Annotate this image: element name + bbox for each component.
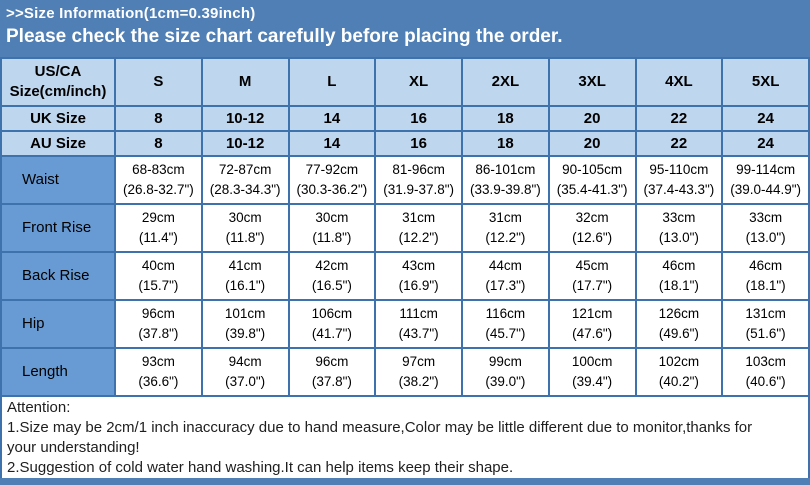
uk-size-label: UK Size — [0, 104, 116, 132]
measurement-cell: 30cm (11.8") — [287, 202, 377, 253]
measurement-cell: 111cm (43.7") — [374, 298, 463, 349]
measurement-cell: 121cm (47.6") — [547, 298, 637, 349]
bottom-bar — [0, 477, 810, 485]
size-chart-table: US/CA Size(cm/inch) S M L XL 2XL 3XL 4XL… — [0, 56, 810, 397]
measurement-cell: 46cm (18.1") — [634, 250, 724, 301]
size-col-header-5xl: 5XL — [721, 56, 810, 107]
measurement-row-length: Length 93cm (36.6") 94cm (37.0") 96cm (3… — [0, 346, 810, 397]
au-size-cell: 16 — [374, 129, 463, 157]
measurement-label: Front Rise — [0, 202, 116, 253]
au-size-cell: 24 — [721, 129, 810, 157]
size-col-header-2xl: 2XL — [461, 56, 550, 107]
size-col-header-3xl: 3XL — [547, 56, 637, 107]
au-size-label: AU Size — [0, 129, 116, 157]
measurement-cell: 99-114cm (39.0-44.9") — [721, 154, 810, 205]
au-size-row: AU Size 8 10-12 14 16 18 20 22 24 — [0, 129, 810, 157]
size-header-row: US/CA Size(cm/inch) S M L XL 2XL 3XL 4XL… — [0, 56, 810, 107]
measurement-cell: 101cm (39.8") — [200, 298, 290, 349]
measurement-label: Hip — [0, 298, 116, 349]
attention-note-2: 2.Suggestion of cold water hand washing.… — [7, 458, 514, 476]
measurement-cell: 81-96cm (31.9-37.8") — [374, 154, 463, 205]
measurement-cell: 103cm (40.6") — [721, 346, 810, 397]
measurement-row-hip: Hip 96cm (37.8") 101cm (39.8") 106cm (41… — [0, 298, 810, 349]
measurement-cell: 44cm (17.3") — [461, 250, 550, 301]
size-col-header-xl: XL — [374, 56, 463, 107]
measurement-cell: 96cm (37.8") — [287, 346, 377, 397]
uk-size-cell: 16 — [374, 104, 463, 132]
size-col-header-4xl: 4XL — [634, 56, 724, 107]
banner: >>Size Information(1cm=0.39inch) Please … — [0, 0, 810, 57]
measurement-cell: 72-87cm (28.3-34.3") — [200, 154, 290, 205]
measurement-label: Waist — [0, 154, 116, 205]
measurement-cell: 31cm (12.2") — [374, 202, 463, 253]
measurement-cell: 94cm (37.0") — [200, 346, 290, 397]
au-size-cell: 22 — [634, 129, 724, 157]
attention-note-1: 1.Size may be 2cm/1 inch inaccuracy due … — [7, 418, 753, 456]
measurement-cell: 30cm (11.8") — [200, 202, 290, 253]
size-col-header-m: M — [200, 56, 290, 107]
uk-size-cell: 24 — [721, 104, 810, 132]
measurement-row-front-rise: Front Rise 29cm (11.4") 30cm (11.8") 30c… — [0, 202, 810, 253]
measurement-cell: 68-83cm (26.8-32.7") — [114, 154, 203, 205]
measurement-cell: 31cm (12.2") — [461, 202, 550, 253]
table-corner-cell: US/CA Size(cm/inch) — [0, 56, 116, 107]
measurement-cell: 77-92cm (30.3-36.2") — [287, 154, 377, 205]
measurement-cell: 100cm (39.4") — [547, 346, 637, 397]
measurement-label: Length — [0, 346, 116, 397]
measurement-cell: 42cm (16.5") — [287, 250, 377, 301]
au-size-cell: 20 — [547, 129, 637, 157]
measurement-row-back-rise: Back Rise 40cm (15.7") 41cm (16.1") 42cm… — [0, 250, 810, 301]
measurement-cell: 90-105cm (35.4-41.3") — [547, 154, 637, 205]
measurement-cell: 131cm (51.6") — [721, 298, 810, 349]
uk-size-cell: 20 — [547, 104, 637, 132]
measurement-cell: 46cm (18.1") — [721, 250, 810, 301]
au-size-cell: 14 — [287, 129, 377, 157]
measurement-cell: 116cm (45.7") — [461, 298, 550, 349]
measurement-cell: 45cm (17.7") — [547, 250, 637, 301]
attention-title: Attention: — [7, 398, 71, 416]
uk-size-cell: 14 — [287, 104, 377, 132]
uk-size-cell: 10-12 — [200, 104, 290, 132]
measurement-cell: 33cm (13.0") — [721, 202, 810, 253]
au-size-cell: 10-12 — [200, 129, 290, 157]
attention-section: Attention: 1.Size may be 2cm/1 inch inac… — [0, 396, 810, 478]
uk-size-cell: 22 — [634, 104, 724, 132]
measurement-cell: 95-110cm (37.4-43.3") — [634, 154, 724, 205]
uk-size-cell: 8 — [114, 104, 203, 132]
size-col-header-l: L — [287, 56, 377, 107]
measurement-cell: 97cm (38.2") — [374, 346, 463, 397]
uk-size-row: UK Size 8 10-12 14 16 18 20 22 24 — [0, 104, 810, 132]
measurement-cell: 40cm (15.7") — [114, 250, 203, 301]
measurement-cell: 102cm (40.2") — [634, 346, 724, 397]
measurement-row-waist: Waist 68-83cm (26.8-32.7") 72-87cm (28.3… — [0, 154, 810, 205]
size-col-header-s: S — [114, 56, 203, 107]
measurement-cell: 33cm (13.0") — [634, 202, 724, 253]
measurement-cell: 106cm (41.7") — [287, 298, 377, 349]
au-size-cell: 18 — [461, 129, 550, 157]
measurement-cell: 93cm (36.6") — [114, 346, 203, 397]
measurement-cell: 126cm (49.6") — [634, 298, 724, 349]
banner-subtitle: Please check the size chart carefully be… — [6, 25, 563, 47]
banner-title: >>Size Information(1cm=0.39inch) — [6, 5, 256, 22]
measurement-cell: 41cm (16.1") — [200, 250, 290, 301]
au-size-cell: 8 — [114, 129, 203, 157]
measurement-cell: 86-101cm (33.9-39.8") — [461, 154, 550, 205]
measurement-cell: 43cm (16.9") — [374, 250, 463, 301]
uk-size-cell: 18 — [461, 104, 550, 132]
measurement-cell: 32cm (12.6") — [547, 202, 637, 253]
measurement-cell: 99cm (39.0") — [461, 346, 550, 397]
measurement-label: Back Rise — [0, 250, 116, 301]
measurement-cell: 96cm (37.8") — [114, 298, 203, 349]
measurement-cell: 29cm (11.4") — [114, 202, 203, 253]
